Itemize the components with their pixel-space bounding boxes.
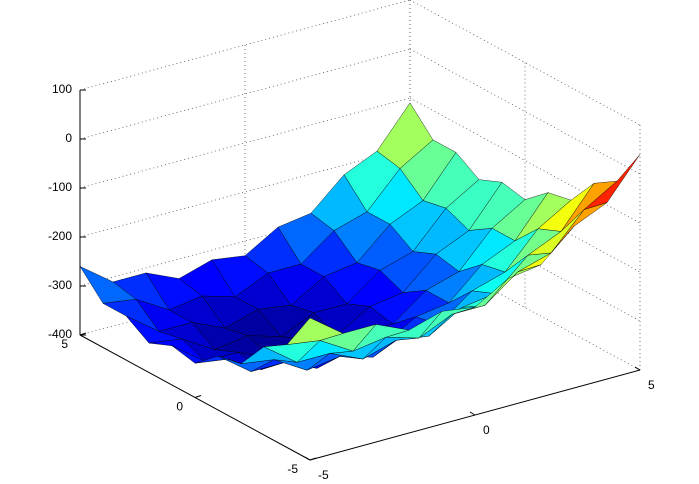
y-tick (194, 395, 202, 398)
x-tick (634, 366, 641, 371)
y-tick-label: -5 (287, 462, 298, 476)
x-tick (469, 411, 476, 416)
z-tick-label: 0 (65, 131, 72, 145)
x-tick-label: 0 (483, 423, 490, 437)
z-tick-label: -200 (48, 229, 72, 243)
y-tick (79, 332, 87, 336)
y-tick-label: 0 (176, 400, 183, 414)
z-tick-label: 100 (52, 82, 72, 96)
x-tick (304, 456, 311, 461)
y-tick-label: 5 (61, 337, 68, 351)
x-tick-label: -5 (318, 468, 329, 479)
z-tick-label: -100 (48, 180, 72, 194)
surface-patch (286, 317, 344, 345)
x-tick-label: 5 (648, 378, 655, 392)
y-tick (309, 457, 317, 461)
z-tick-label: -300 (48, 278, 72, 292)
z-tick-label: -400 (48, 327, 72, 341)
